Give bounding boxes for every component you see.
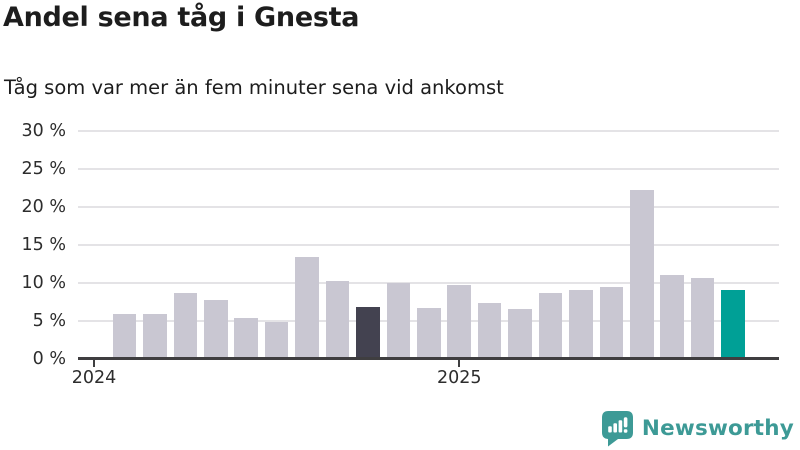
bar-2025-09 — [690, 277, 715, 359]
chart-title: Andel sena tåg i Gnesta — [3, 2, 360, 33]
bar-2025-02 — [477, 303, 502, 359]
bar-2025-06 — [599, 287, 624, 359]
gridline-15 — [78, 243, 779, 246]
bar-2025-07 — [630, 189, 654, 359]
y-axis-tick-label: 15 % — [21, 234, 66, 255]
bar-2024-06 — [234, 318, 258, 359]
x-axis-line — [78, 357, 779, 360]
bar-2024-08 — [295, 257, 319, 359]
x-axis-tick-label: 2024 — [71, 367, 117, 388]
bar-2024-03 — [143, 314, 167, 359]
bar-2024-11 — [386, 283, 411, 359]
y-axis-tick-label: 30 % — [21, 120, 66, 141]
x-axis-tick-2024 — [92, 360, 96, 367]
bar-2024-09 — [325, 280, 350, 359]
bar-2025-03 — [508, 309, 532, 359]
y-axis-tick-label: 10 % — [21, 272, 66, 293]
x-axis-tick-label: 2025 — [436, 367, 482, 388]
bar-2024-12 — [417, 307, 441, 359]
bar-2024-02 — [112, 314, 137, 359]
newsworthy-logo-icon — [601, 411, 633, 447]
y-axis-tick-label: 5 % — [32, 310, 66, 331]
bar-2024-05 — [203, 299, 228, 359]
chart-subtitle: Tåg som var mer än fem minuter sena vid … — [4, 76, 504, 99]
bar-2024-07 — [264, 322, 289, 359]
bar-2025-10 — [721, 290, 745, 359]
bar-2025-01 — [447, 284, 472, 359]
bar-2024-10 — [356, 306, 380, 359]
y-axis-tick-label: 20 % — [21, 196, 66, 217]
bar-2025-08 — [660, 274, 685, 359]
bar-2024-04 — [173, 293, 198, 359]
x-axis-tick-2025 — [457, 360, 461, 367]
gridline-25 — [78, 167, 779, 170]
bar-2025-04 — [538, 293, 563, 359]
y-axis-tick-label: 0 % — [32, 348, 66, 369]
bar-2025-05 — [569, 290, 593, 359]
gridline-10 — [78, 281, 779, 284]
gridline-20 — [78, 205, 779, 208]
y-axis-tick-label: 25 % — [21, 158, 66, 179]
brand-footer: Newsworthy — [601, 410, 794, 447]
brand-name: Newsworthy — [641, 416, 794, 441]
gridline-30 — [78, 129, 779, 132]
